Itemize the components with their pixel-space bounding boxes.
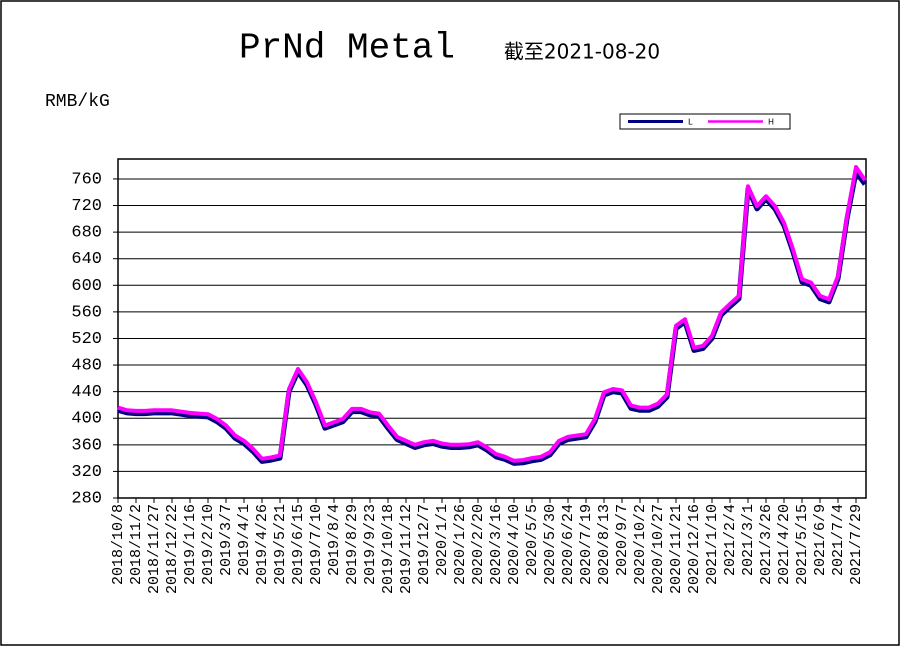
x-tick-label: 2019/8/29 [344,504,361,585]
y-tick-label: 520 [71,330,102,349]
series-line [117,165,867,463]
x-tick-label: 2019/1/16 [182,504,199,585]
x-tick-label: 2020/9/7 [614,504,631,576]
plot-area [117,158,867,499]
x-tick-label: 2020/8/13 [596,504,613,585]
x-tick-label: 2020/1/1 [434,504,451,576]
chart-subtitle: 截至2021-08-20 [504,40,660,64]
x-tick-label: 2020/4/10 [506,504,523,585]
y-tick-label: 640 [71,250,102,269]
x-tick-label: 2020/10/27 [650,504,667,594]
y-tick-label: 760 [71,170,102,189]
chart-title: PrNd Metal [239,28,455,69]
x-tick-label: 2019/5/21 [272,504,289,585]
x-tick-label: 2020/1/26 [452,504,469,585]
legend-box [619,113,791,130]
x-tick-label: 2018/12/22 [164,504,181,594]
x-tick-label: 2021/7/4 [830,504,847,576]
x-tick-label: 2018/10/8 [110,504,127,585]
y-tick-label: 680 [71,224,102,243]
y-tick-label: 720 [71,197,102,216]
y-tick-label: 400 [71,410,102,429]
x-tick-label: 2021/2/4 [722,504,739,576]
x-tick-label: 2019/4/1 [236,504,253,576]
x-tick-label: 2021/1/10 [704,504,721,585]
x-tick-label: 2019/6/15 [290,504,307,585]
y-tick-label: 320 [71,463,102,482]
x-tick-label: 2020/3/16 [488,504,505,585]
y-tick-label: 360 [71,436,102,455]
x-tick-label: 2019/4/26 [254,504,271,585]
x-tick-label: 2020/2/20 [470,504,487,585]
x-tick-label: 2021/3/26 [758,504,775,585]
y-axis-label: RMB/kG [45,92,110,112]
y-tick-label: 560 [71,303,102,322]
x-tick-label: 2019/9/23 [362,504,379,585]
y-tick-label: 480 [71,357,102,376]
x-tick-label: 2020/11/21 [668,504,685,594]
x-tick-label: 2018/11/27 [146,504,163,594]
y-tick-label: 440 [71,383,102,402]
x-tick-label: 2021/3/1 [740,504,757,576]
x-tick-label: 2018/11/2 [128,504,145,585]
x-tick-label: 2021/6/9 [812,504,829,576]
x-tick-label: 2019/10/18 [380,504,397,594]
x-tick-label: 2020/7/19 [578,504,595,585]
y-tick-label: 600 [71,277,102,296]
x-tick-label: 2021/5/15 [794,504,811,585]
x-tick-label: 2020/6/24 [560,504,577,585]
x-tick-label: 2020/10/2 [632,504,649,585]
x-tick-label: 2019/11/12 [398,504,415,594]
x-tick-label: 2020/5/5 [524,504,541,576]
legend-label: L [688,118,693,127]
x-tick-label: 2021/7/29 [848,504,865,585]
x-tick-label: 2019/2/10 [200,504,217,585]
x-tick-label: 2019/12/7 [416,504,433,585]
x-tick-label: 2020/12/16 [686,504,703,594]
x-tick-label: 2020/5/30 [542,504,559,585]
legend-label: H [768,118,774,127]
x-tick-label: 2019/7/10 [308,504,325,585]
x-tick-label: 2021/4/20 [776,504,793,585]
x-tick-label: 2019/3/7 [218,504,235,576]
x-tick-label: 2019/8/4 [326,504,343,576]
y-tick-label: 280 [71,489,102,508]
